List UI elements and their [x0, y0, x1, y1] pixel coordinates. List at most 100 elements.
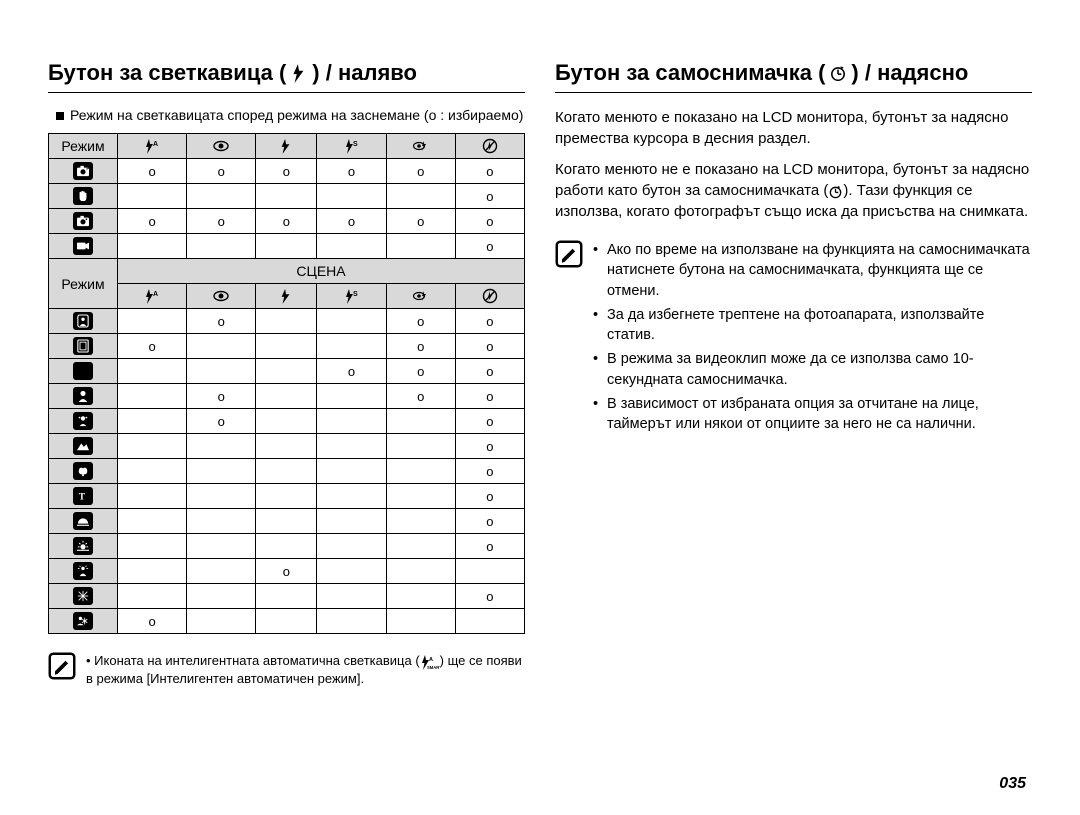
table-cell: o [455, 159, 524, 184]
table-cell [256, 534, 317, 559]
row-mode-icon-landscape [49, 434, 118, 459]
table-cell [317, 459, 386, 484]
col-eye-icon [187, 134, 256, 159]
row-mode-icon-portrait-guide [49, 309, 118, 334]
left-column: Бутон за светкавица ( ) / наляво Режим н… [48, 60, 525, 785]
table-cell: o [118, 159, 187, 184]
table-cell [118, 184, 187, 209]
table-cell [187, 434, 256, 459]
table-cell [317, 184, 386, 209]
table-cell [317, 334, 386, 359]
table-cell [386, 434, 455, 459]
table-cell [317, 234, 386, 259]
col2-flash-s-icon [317, 284, 386, 309]
table-cell [386, 534, 455, 559]
table-cell: o [187, 159, 256, 184]
col-flash-auto-icon [118, 134, 187, 159]
table-cell [118, 559, 187, 584]
table-cell [386, 484, 455, 509]
right-column: Бутон за самоснимачка ( ) / надясно Кога… [555, 60, 1032, 785]
table-cell: o [118, 209, 187, 234]
table-cell [386, 234, 455, 259]
table-cell [118, 484, 187, 509]
flash-icon [290, 63, 308, 83]
flash-smart-icon [420, 654, 440, 670]
table-cell [256, 309, 317, 334]
table-cell [317, 434, 386, 459]
table-cell: o [317, 209, 386, 234]
table-cell: o [386, 384, 455, 409]
table-cell [187, 359, 256, 384]
right-title-post: ) / надясно [851, 60, 968, 86]
table-cell: o [455, 484, 524, 509]
table-cell: o [187, 384, 256, 409]
table-cell [386, 509, 455, 534]
table-cell [317, 409, 386, 434]
table-cell [118, 309, 187, 334]
table-cell [317, 584, 386, 609]
left-footnote: • Иконата на интелигентната автоматична … [48, 652, 525, 687]
table-cell: o [455, 459, 524, 484]
table-cell [187, 484, 256, 509]
table-cell: o [455, 584, 524, 609]
left-footnote-text: • Иконата на интелигентната автоматична … [86, 652, 525, 687]
right-title-pre: Бутон за самоснимачка ( [555, 60, 825, 86]
col-flash-s-icon [317, 134, 386, 159]
row-mode-icon-hand [49, 184, 118, 209]
timer-icon [829, 63, 847, 83]
table-cell [256, 409, 317, 434]
right-para-1: Когато менюто е показано на LCD монитора… [555, 107, 1032, 149]
table-cell [256, 384, 317, 409]
row-mode-icon-text: T [49, 484, 118, 509]
left-title-pre: Бутон за светкавица ( [48, 60, 286, 86]
row-mode-icon-backlight [49, 559, 118, 584]
table-cell [187, 584, 256, 609]
table-cell [118, 534, 187, 559]
col2-eye-icon [187, 284, 256, 309]
mode-header-scene: Режим [49, 259, 118, 309]
note-item: Ако по време на използване на функцията … [593, 240, 1032, 301]
svg-text:P: P [86, 166, 89, 171]
table-cell [386, 609, 455, 634]
table-cell: o [386, 309, 455, 334]
pencil-note-icon [48, 652, 76, 680]
flash-mode-table: Режим Poooooooooooooo Режим СЦЕНА [48, 133, 525, 634]
col2-flash-edit-icon [386, 284, 455, 309]
table-cell: o [187, 309, 256, 334]
table-cell: o [187, 409, 256, 434]
table-cell [317, 559, 386, 584]
row-mode-icon-closeup [49, 459, 118, 484]
table-cell: o [455, 384, 524, 409]
table-cell [187, 534, 256, 559]
table-cell: o [455, 309, 524, 334]
table-cell: o [455, 234, 524, 259]
page-number: 035 [999, 775, 1026, 793]
table-cell [118, 434, 187, 459]
col-flash-off-icon [455, 134, 524, 159]
table-cell: o [256, 209, 317, 234]
table-cell [187, 509, 256, 534]
table-cell [317, 534, 386, 559]
mode-header: Режим [49, 134, 118, 159]
manual-page: Бутон за светкавица ( ) / наляво Режим н… [0, 0, 1080, 815]
right-note-box: Ако по време на използване на функцията … [555, 240, 1032, 439]
col2-flash-auto-icon [118, 284, 187, 309]
table-cell: o [455, 209, 524, 234]
table-caption: Режим на светкавицата според режима на з… [56, 107, 525, 123]
table-cell [317, 509, 386, 534]
table-cell [386, 184, 455, 209]
table-cell: o [187, 209, 256, 234]
col2-flash-off-icon [455, 284, 524, 309]
table-cell: o [118, 609, 187, 634]
table-cell [256, 184, 317, 209]
row-mode-icon-movie [49, 234, 118, 259]
table-cell: o [455, 409, 524, 434]
table-cell [187, 334, 256, 359]
row-mode-icon-cam-dual [49, 209, 118, 234]
right-section-title: Бутон за самоснимачка ( ) / надясно [555, 60, 1032, 93]
table-cell [317, 309, 386, 334]
left-section-title: Бутон за светкавица ( ) / наляво [48, 60, 525, 93]
table-cell [256, 234, 317, 259]
table-cell [455, 559, 524, 584]
table-cell [187, 234, 256, 259]
